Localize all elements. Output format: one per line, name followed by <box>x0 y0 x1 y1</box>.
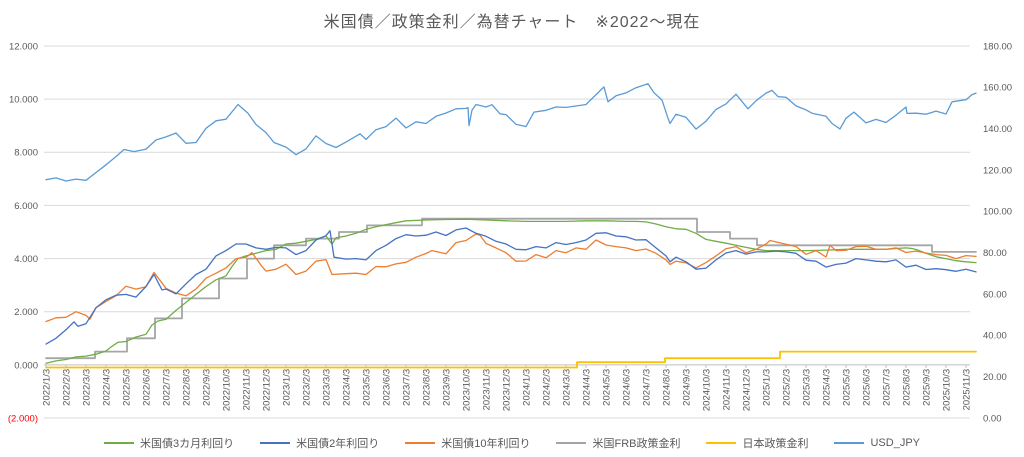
svg-text:2024/2/3: 2024/2/3 <box>541 369 552 406</box>
svg-text:120.00: 120.00 <box>983 165 1012 176</box>
svg-text:2023/9/3: 2023/9/3 <box>441 369 452 406</box>
svg-text:2024/9/3: 2024/9/3 <box>681 369 692 406</box>
svg-text:180.00: 180.00 <box>983 41 1012 52</box>
svg-text:160.00: 160.00 <box>983 83 1012 94</box>
svg-text:20.00: 20.00 <box>983 372 1007 383</box>
svg-text:2023/2/3: 2023/2/3 <box>301 369 312 406</box>
svg-text:2023/8/3: 2023/8/3 <box>421 369 432 406</box>
svg-text:2024/7/3: 2024/7/3 <box>641 369 652 406</box>
legend-label: 米国債10年利回り <box>441 438 531 450</box>
svg-text:2025/7/3: 2025/7/3 <box>881 369 892 406</box>
svg-text:2022/5/3: 2022/5/3 <box>121 369 132 406</box>
legend-label: 米国債2年利回り <box>296 438 380 450</box>
svg-text:6.000: 6.000 <box>14 201 38 212</box>
svg-text:2025/11/3: 2025/11/3 <box>961 369 972 411</box>
series-line-2 <box>45 233 977 323</box>
svg-text:2022/7/3: 2022/7/3 <box>161 369 172 406</box>
svg-text:2025/5/3: 2025/5/3 <box>841 369 852 406</box>
x-axis-ticks <box>45 364 967 368</box>
series-line-1 <box>45 227 977 345</box>
legend-item-3: 米国FRB政策金利 <box>556 435 680 451</box>
svg-text:2023/7/3: 2023/7/3 <box>401 369 412 406</box>
legend-label: 米国債3カ月利回り <box>139 438 235 450</box>
gridlines <box>44 45 970 419</box>
svg-text:2024/10/3: 2024/10/3 <box>701 369 712 411</box>
svg-text:2.000: 2.000 <box>14 307 38 318</box>
legend-swatch <box>260 442 291 444</box>
svg-text:2022/12/3: 2022/12/3 <box>261 369 272 411</box>
svg-text:8.000: 8.000 <box>14 148 38 159</box>
svg-text:2025/6/3: 2025/6/3 <box>861 369 872 406</box>
legend-swatch <box>834 442 865 444</box>
svg-text:2023/12/3: 2023/12/3 <box>501 369 512 411</box>
svg-text:2024/1/3: 2024/1/3 <box>521 369 532 406</box>
legend: 米国債3カ月利回り 米国債2年利回り 米国債10年利回り 米国FRB政策金利 日本政策金… <box>0 435 1024 451</box>
svg-text:100.00: 100.00 <box>983 207 1012 218</box>
svg-text:2023/6/3: 2023/6/3 <box>381 369 392 406</box>
svg-text:2022/9/3: 2022/9/3 <box>201 369 212 406</box>
chart-title: 米国債／政策金利／為替チャート ※2022〜現在 <box>323 14 701 31</box>
svg-text:60.00: 60.00 <box>983 289 1007 300</box>
svg-text:2025/2/3: 2025/2/3 <box>781 369 792 406</box>
svg-text:2024/6/3: 2024/6/3 <box>621 369 632 406</box>
y-axis-right-labels: 180.00 160.00 140.00 120.00 100.00 80.00 60.00… <box>983 41 1012 424</box>
svg-text:12.000: 12.000 <box>9 41 38 52</box>
svg-text:2023/11/3: 2023/11/3 <box>481 369 492 411</box>
svg-text:2022/2/3: 2022/2/3 <box>61 369 72 406</box>
svg-text:2025/4/3: 2025/4/3 <box>821 369 832 406</box>
svg-text:2023/3/3: 2023/3/3 <box>321 369 332 406</box>
svg-text:2022/6/3: 2022/6/3 <box>141 369 152 406</box>
svg-text:140.00: 140.00 <box>983 124 1012 135</box>
svg-text:2022/4/3: 2022/4/3 <box>101 369 112 406</box>
svg-text:40.00: 40.00 <box>983 331 1007 342</box>
svg-text:0.00: 0.00 <box>983 413 1002 424</box>
svg-text:2023/1/3: 2023/1/3 <box>281 369 292 406</box>
svg-text:2024/5/3: 2024/5/3 <box>601 369 612 406</box>
legend-swatch <box>706 442 737 444</box>
series-lines <box>45 83 977 369</box>
legend-item-5: USD_JPY <box>834 437 920 449</box>
svg-text:2024/8/3: 2024/8/3 <box>661 369 672 406</box>
legend-item-4: 日本政策金利 <box>706 435 808 451</box>
legend-item-1: 米国債2年利回り <box>260 435 379 451</box>
legend-swatch <box>103 442 134 444</box>
svg-text:2024/4/3: 2024/4/3 <box>581 369 592 406</box>
legend-label: 日本政策金利 <box>742 438 809 450</box>
svg-text:2023/10/3: 2023/10/3 <box>461 369 472 411</box>
svg-text:4.000: 4.000 <box>14 254 38 265</box>
y-axis-left-labels: 12.000 10.000 8.000 6.000 4.000 2.000 0.000 (2.… <box>8 41 38 424</box>
svg-text:2024/11/3: 2024/11/3 <box>721 369 732 411</box>
legend-label: 米国FRB政策金利 <box>592 438 681 450</box>
svg-text:2024/12/3: 2024/12/3 <box>741 369 752 411</box>
svg-text:80.00: 80.00 <box>983 248 1007 259</box>
svg-text:0.000: 0.000 <box>14 360 38 371</box>
series-line-3 <box>45 217 977 360</box>
series-line-0 <box>45 218 977 364</box>
svg-text:2025/3/3: 2025/3/3 <box>801 369 812 406</box>
series-line-4 <box>45 350 977 369</box>
svg-text:2024/3/3: 2024/3/3 <box>561 369 572 406</box>
svg-text:2022/1/3: 2022/1/3 <box>41 369 52 406</box>
svg-text:2022/3/3: 2022/3/3 <box>81 369 92 406</box>
svg-text:10.000: 10.000 <box>9 95 38 106</box>
svg-text:(2.000): (2.000) <box>8 413 38 424</box>
svg-text:2023/5/3: 2023/5/3 <box>361 369 372 406</box>
legend-swatch <box>405 442 436 444</box>
legend-item-0: 米国債3カ月利回り <box>103 435 235 451</box>
legend-label: USD_JPY <box>870 437 921 449</box>
series-line-5 <box>45 83 977 182</box>
svg-text:2022/10/3: 2022/10/3 <box>221 369 232 411</box>
svg-text:2023/4/3: 2023/4/3 <box>341 369 352 406</box>
legend-swatch <box>556 442 587 444</box>
svg-text:2022/8/3: 2022/8/3 <box>181 369 192 406</box>
x-axis-labels: 2022/1/3 2022/2/3 2022/3/3 2022/4/3 2022/5/3… <box>41 369 972 411</box>
svg-text:2025/10/3: 2025/10/3 <box>941 369 952 411</box>
svg-text:2022/11/3: 2022/11/3 <box>241 369 252 411</box>
svg-text:2025/8/3: 2025/8/3 <box>901 369 912 406</box>
svg-text:2025/9/3: 2025/9/3 <box>921 369 932 406</box>
svg-text:2025/1/3: 2025/1/3 <box>761 369 772 406</box>
legend-item-2: 米国債10年利回り <box>405 435 530 451</box>
